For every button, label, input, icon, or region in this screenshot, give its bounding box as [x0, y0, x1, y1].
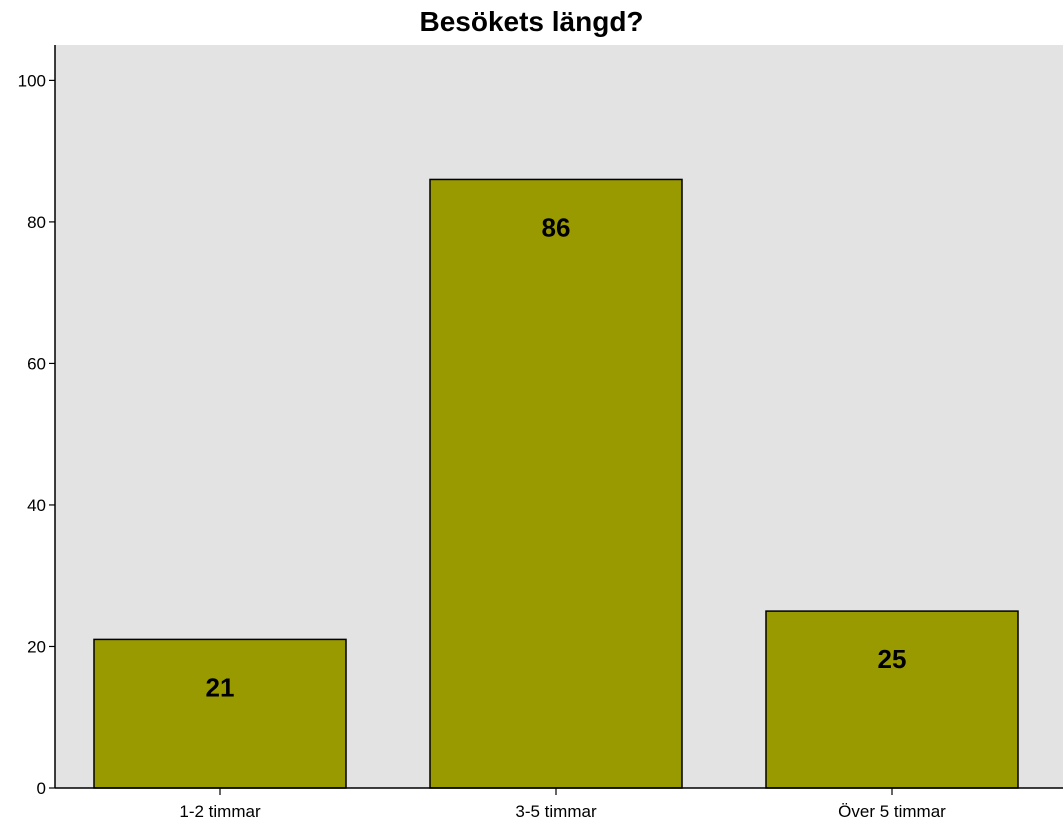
y-tick-label: 100: [18, 71, 46, 90]
x-tick-label: Över 5 timmar: [838, 802, 946, 821]
y-tick-label: 60: [27, 354, 46, 373]
x-tick-label: 1-2 timmar: [179, 802, 261, 821]
y-tick-label: 0: [37, 779, 46, 798]
x-tick-label: 3-5 timmar: [515, 802, 597, 821]
bar-3: [765, 610, 1019, 789]
chart-title: Besökets längd?: [419, 6, 644, 37]
bar-value-label: 25: [878, 644, 907, 674]
bar-1: [93, 638, 347, 789]
bar-2: [429, 178, 683, 789]
y-tick-label: 20: [27, 637, 46, 656]
y-tick-label: 80: [27, 213, 46, 232]
bar-value-label: 21: [206, 672, 235, 702]
bar-value-label: 86: [542, 212, 571, 242]
y-tick-label: 40: [27, 496, 46, 515]
